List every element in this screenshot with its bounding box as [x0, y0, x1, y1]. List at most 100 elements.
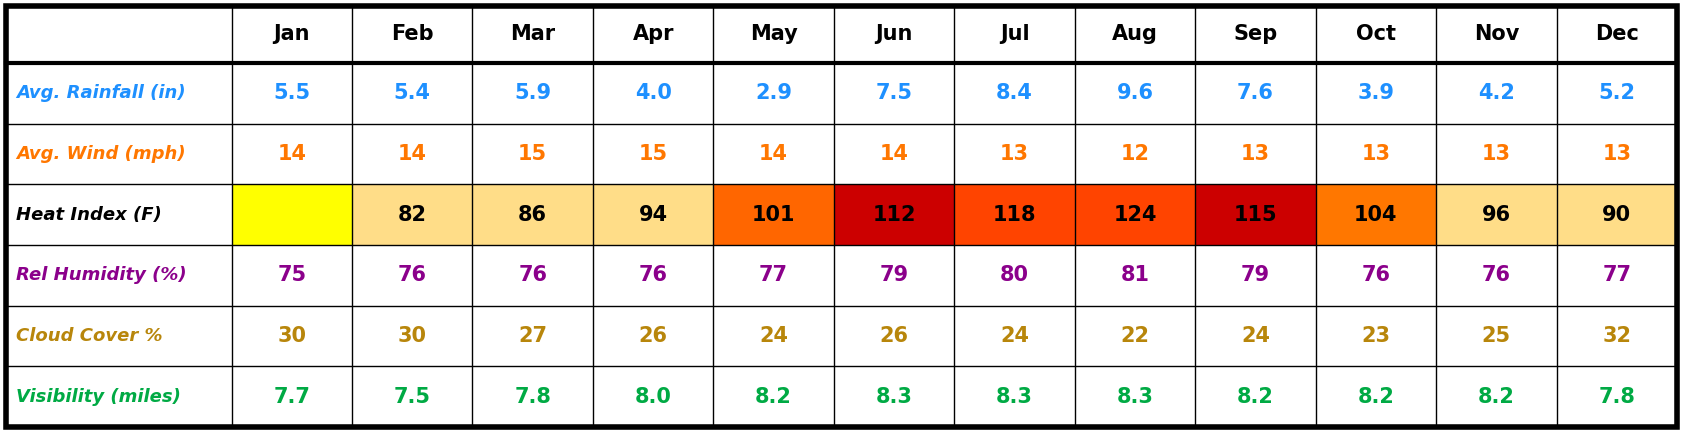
Text: 94: 94 [637, 204, 668, 225]
Text: 13: 13 [1240, 144, 1270, 164]
Text: 13: 13 [1480, 144, 1510, 164]
Text: Rel Humidity (%): Rel Humidity (%) [17, 266, 187, 284]
Text: 8.3: 8.3 [1115, 387, 1152, 407]
Text: 8.3: 8.3 [996, 387, 1033, 407]
Text: 80: 80 [999, 265, 1028, 285]
Text: 4.0: 4.0 [634, 83, 671, 103]
Text: 8.2: 8.2 [1477, 387, 1514, 407]
Text: 24: 24 [1240, 326, 1270, 346]
Text: 27: 27 [518, 326, 547, 346]
Text: Oct: Oct [1356, 24, 1394, 45]
Text: Jan: Jan [274, 24, 309, 45]
Text: Apr: Apr [632, 24, 673, 45]
Text: 2.9: 2.9 [755, 83, 792, 103]
Bar [232, 184, 352, 245]
Text: 26: 26 [880, 326, 908, 346]
Text: 81: 81 [1120, 265, 1149, 285]
Text: 76: 76 [1361, 265, 1389, 285]
Text: Cloud Cover %: Cloud Cover % [17, 327, 163, 345]
Text: 30: 30 [278, 326, 306, 346]
Text: Heat Index (F): Heat Index (F) [17, 206, 161, 223]
Text: Jun: Jun [875, 24, 912, 45]
Text: 15: 15 [518, 144, 547, 164]
Text: 24: 24 [759, 326, 787, 346]
Text: 124: 124 [1112, 204, 1156, 225]
Text: 14: 14 [759, 144, 787, 164]
Text: 15: 15 [637, 144, 668, 164]
Text: 5.9: 5.9 [513, 83, 552, 103]
Text: Avg. Rainfall (in): Avg. Rainfall (in) [17, 84, 185, 102]
Text: 13: 13 [1361, 144, 1389, 164]
Text: 77: 77 [759, 265, 787, 285]
Text: 112: 112 [871, 204, 915, 225]
Text: Visibility (miles): Visibility (miles) [17, 388, 180, 406]
Text: 76: 76 [397, 265, 427, 285]
Text: 8.0: 8.0 [634, 387, 671, 407]
Text: 12: 12 [1120, 144, 1149, 164]
Text: 13: 13 [1601, 144, 1630, 164]
Text: Avg. Wind (mph): Avg. Wind (mph) [17, 145, 185, 163]
Text: 32: 32 [1601, 326, 1630, 346]
Bar [592, 184, 713, 245]
Text: 23: 23 [1361, 326, 1389, 346]
Text: 8.4: 8.4 [996, 83, 1033, 103]
Text: 5.4: 5.4 [394, 83, 431, 103]
Text: 118: 118 [992, 204, 1036, 225]
Text: 115: 115 [1233, 204, 1277, 225]
Text: 79: 79 [880, 265, 908, 285]
Text: 5.2: 5.2 [1598, 83, 1635, 103]
Text: 8.2: 8.2 [1236, 387, 1273, 407]
Text: 101: 101 [752, 204, 796, 225]
Text: 9.6: 9.6 [1115, 83, 1152, 103]
Text: 76: 76 [1480, 265, 1510, 285]
Text: Mar: Mar [510, 24, 555, 45]
Bar [954, 184, 1075, 245]
Text: Nov: Nov [1473, 24, 1519, 45]
Text: 86: 86 [518, 204, 547, 225]
Text: 104: 104 [1354, 204, 1396, 225]
Text: 24: 24 [999, 326, 1028, 346]
Text: 14: 14 [278, 144, 306, 164]
Text: 26: 26 [637, 326, 668, 346]
Text: 3.9: 3.9 [1357, 83, 1394, 103]
Text: 90: 90 [1601, 204, 1630, 225]
Text: 82: 82 [397, 204, 427, 225]
Text: 8.2: 8.2 [755, 387, 792, 407]
Text: 75: 75 [278, 265, 306, 285]
Bar [1435, 184, 1556, 245]
Text: 30: 30 [397, 326, 427, 346]
Text: Dec: Dec [1595, 24, 1638, 45]
Text: 7.8: 7.8 [1598, 387, 1635, 407]
Text: May: May [748, 24, 797, 45]
Bar [833, 184, 954, 245]
Text: 96: 96 [1480, 204, 1510, 225]
Bar [473, 184, 592, 245]
Bar [713, 184, 833, 245]
Bar [1075, 184, 1194, 245]
Text: 14: 14 [397, 144, 427, 164]
Text: 22: 22 [1120, 326, 1149, 346]
Text: 14: 14 [880, 144, 908, 164]
Text: 76: 76 [518, 265, 547, 285]
Text: Sep: Sep [1233, 24, 1277, 45]
Text: Feb: Feb [390, 24, 434, 45]
Bar [1315, 184, 1435, 245]
Bar [352, 184, 473, 245]
Text: 5.5: 5.5 [272, 83, 309, 103]
Text: 77: 77 [1601, 265, 1630, 285]
Text: Jul: Jul [999, 24, 1029, 45]
Text: 8.2: 8.2 [1357, 387, 1393, 407]
Bar [1194, 184, 1315, 245]
Text: 7.6: 7.6 [1236, 83, 1273, 103]
Text: 79: 79 [1240, 265, 1270, 285]
Text: 7.8: 7.8 [515, 387, 550, 407]
Text: 25: 25 [1480, 326, 1510, 346]
Text: 76: 76 [637, 265, 668, 285]
Text: 7.5: 7.5 [394, 387, 431, 407]
Text: 8.3: 8.3 [875, 387, 912, 407]
Text: 7.5: 7.5 [875, 83, 912, 103]
Text: 4.2: 4.2 [1477, 83, 1514, 103]
Text: 13: 13 [999, 144, 1028, 164]
Text: Aug: Aug [1112, 24, 1157, 45]
Bar [1556, 184, 1675, 245]
